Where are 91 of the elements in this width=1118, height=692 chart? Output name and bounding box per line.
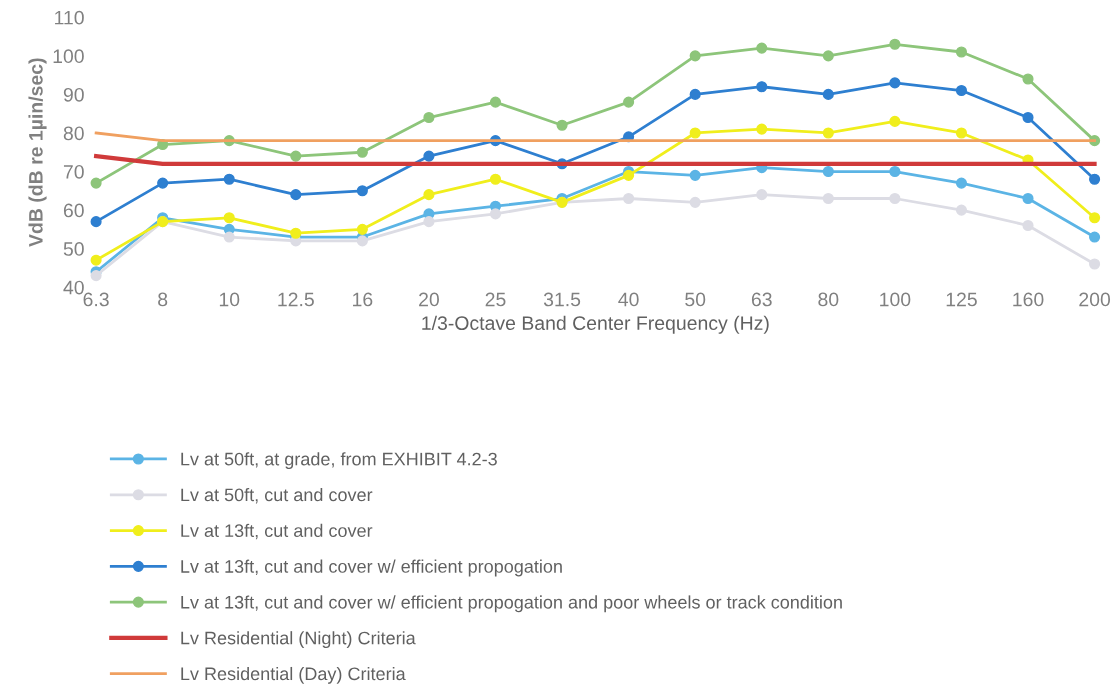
y-tick-label: 50: [63, 242, 84, 256]
x-tick-label: 125: [946, 292, 977, 307]
point: [223, 173, 235, 185]
point: [889, 165, 901, 178]
x-tick-label: 31.5: [543, 292, 581, 307]
point: [689, 127, 701, 139]
point: [822, 192, 834, 205]
x-tick-label: 63: [751, 292, 772, 307]
point: [889, 38, 901, 50]
point: [822, 127, 834, 139]
point: [1089, 173, 1101, 185]
point: [556, 119, 568, 131]
y-tick-label: 90: [63, 87, 84, 102]
point: [689, 169, 701, 181]
x-tick-label: 8: [158, 292, 168, 307]
point: [90, 177, 102, 189]
point: [90, 270, 102, 282]
legend-label: Lv at 13ft, cut and cover w/ efficient propogation: [181, 559, 562, 577]
point: [290, 150, 302, 162]
point: [623, 192, 635, 205]
point: [90, 216, 102, 228]
point: [756, 189, 768, 201]
point: [756, 42, 768, 54]
y-axis-title: VdB (dB re 1µin/sec): [28, 58, 47, 247]
x-tick-label: 100: [880, 292, 911, 307]
x-axis-title: 1/3-Octave Band Center Frequency (Hz): [422, 315, 769, 334]
x-tick-label: 80: [818, 292, 839, 307]
point: [157, 177, 169, 189]
y-tick-label: 60: [63, 203, 84, 218]
point: [1089, 212, 1101, 224]
point: [223, 231, 235, 243]
point: [756, 81, 768, 93]
x-tick-label: 25: [485, 292, 506, 307]
point: [955, 46, 967, 58]
point: [356, 146, 368, 158]
point: [623, 96, 635, 108]
y-tick-label: 70: [63, 164, 84, 179]
point: [423, 216, 435, 228]
legend-label: Lv at 13ft, cut and cover: [181, 523, 373, 540]
x-tick-label: 160: [1013, 292, 1044, 307]
legend-label: Lv Residential (Day) Criteria: [181, 666, 406, 684]
point: [955, 127, 967, 139]
point: [423, 111, 435, 124]
y-tick-label: 110: [55, 10, 84, 25]
point: [955, 84, 967, 97]
point: [423, 189, 435, 201]
point: [822, 50, 834, 62]
point: [756, 123, 768, 135]
x-tick-label: 12.5: [278, 292, 314, 307]
point: [290, 227, 302, 239]
point: [822, 165, 834, 178]
point: [489, 173, 502, 185]
point: [822, 88, 834, 100]
point: [223, 212, 235, 224]
point: [623, 169, 635, 181]
x-tick-label: 40: [618, 292, 639, 307]
point: [356, 235, 368, 247]
point: [889, 77, 901, 89]
x-tick-label: 16: [353, 292, 373, 307]
point: [955, 177, 967, 189]
point: [689, 88, 701, 100]
point: [689, 196, 701, 208]
point: [1089, 258, 1101, 270]
point: [1089, 231, 1101, 243]
legend-label: Lv Residential (Night) Criteria: [181, 631, 416, 648]
point: [1022, 111, 1034, 124]
point: [489, 208, 502, 220]
point: [689, 50, 701, 62]
legend-label: Lv at 50ft, cut and cover: [181, 488, 373, 504]
legend-label: Lv at 50ft, at grade, from EXHIBIT 4.2-3: [181, 452, 497, 470]
x-tick-label: 10: [219, 292, 240, 307]
point: [1022, 192, 1034, 205]
point: [290, 189, 302, 201]
x-tick-label: 50: [685, 292, 706, 307]
y-tick-label: 40: [63, 280, 84, 295]
legend-label: Lv at 13ft, cut and cover w/ efficient propogation and poor wheels or track condition: [181, 595, 842, 613]
x-tick-label: 20: [419, 292, 439, 307]
point: [889, 115, 901, 127]
point: [889, 192, 901, 205]
x-tick-label: 200: [1079, 292, 1111, 307]
point: [356, 223, 368, 235]
point: [955, 204, 967, 216]
x-tick-label: 6.3: [83, 292, 109, 307]
point: [489, 96, 502, 108]
y-tick-label: 100: [53, 49, 84, 64]
y-tick-label: 80: [63, 126, 84, 141]
point: [356, 185, 368, 197]
point: [423, 150, 435, 162]
point: [90, 254, 102, 266]
point: [1022, 219, 1034, 232]
point: [1022, 73, 1034, 85]
